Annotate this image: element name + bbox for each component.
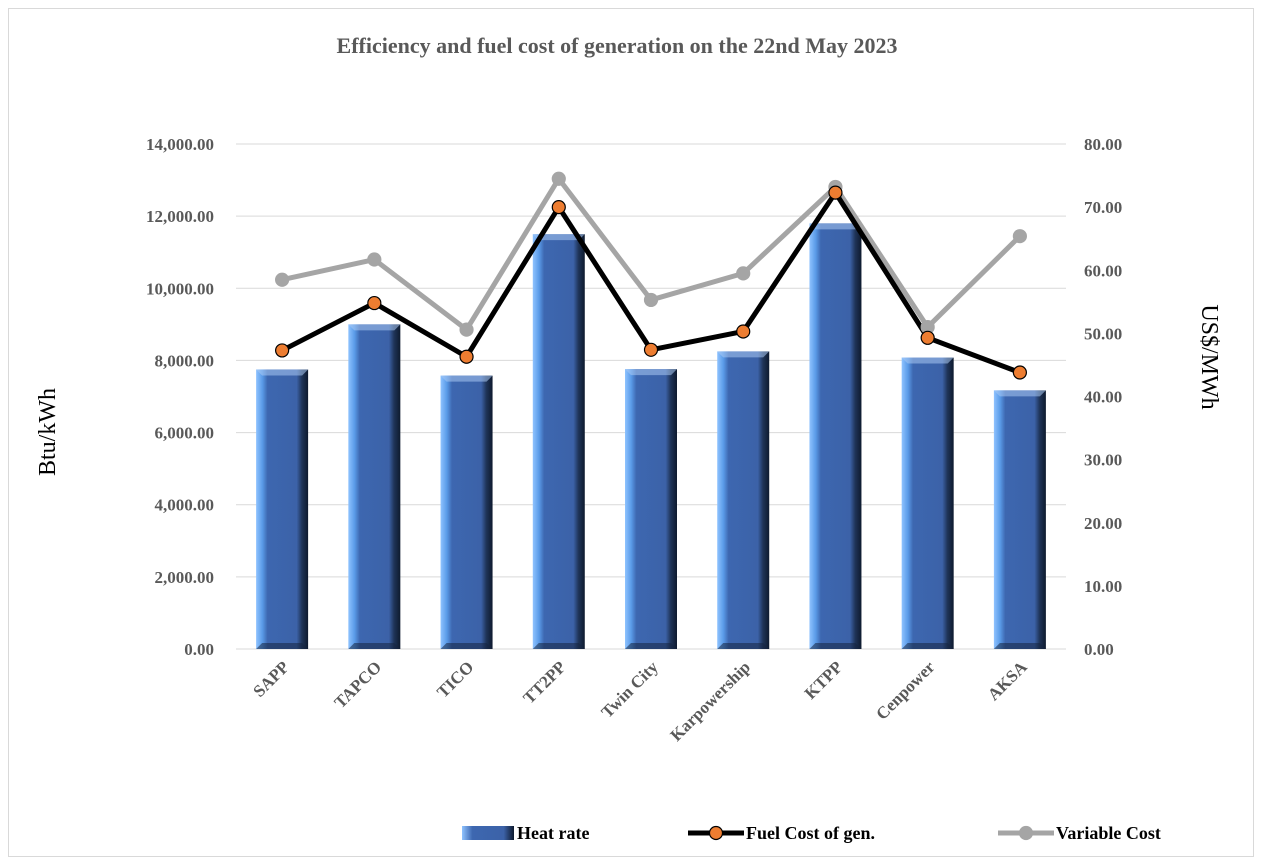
y-tick-label: 14,000.00 (146, 135, 214, 154)
data-point (275, 343, 290, 358)
legend-label: Heat rate (517, 823, 589, 843)
data-point (736, 266, 751, 281)
bar (532, 234, 585, 649)
bar (440, 375, 493, 649)
bar (348, 324, 401, 649)
x-tick-label: TAPCO (331, 657, 386, 712)
legend-marker (708, 825, 724, 841)
y2-tick-label: 60.00 (1084, 261, 1122, 280)
bar (809, 223, 862, 649)
y2-tick-label: 10.00 (1084, 577, 1122, 596)
chart-title: Efficiency and fuel cost of generation o… (337, 33, 898, 58)
data-point (920, 330, 935, 345)
y-tick-label: 12,000.00 (146, 207, 214, 226)
y2-axis-title: US$/MWh (1196, 304, 1222, 409)
x-tick-label: Cenpower (872, 657, 939, 724)
y-tick-label: 6,000.00 (155, 424, 215, 443)
data-point (275, 272, 290, 287)
data-point (367, 295, 382, 311)
bar (717, 351, 770, 649)
x-tick-label: AKSA (984, 657, 1031, 704)
y-tick-label: 4,000.00 (155, 496, 215, 515)
y2-tick-label: 20.00 (1084, 514, 1122, 533)
data-point (551, 200, 566, 215)
bar (625, 369, 677, 649)
data-point (828, 185, 843, 200)
data-point (643, 292, 659, 308)
y-tick-label: 8,000.00 (155, 351, 215, 370)
y-tick-label: 10,000.00 (146, 279, 214, 298)
legend-label: Variable Cost (1056, 823, 1161, 843)
x-tick-label: TICO (433, 657, 477, 701)
data-point (736, 324, 751, 339)
bar (993, 390, 1046, 649)
legend-item: Heat rate (462, 823, 589, 843)
x-tick-label: KTPP (801, 657, 846, 702)
bar (901, 357, 954, 649)
x-tick-label: SAPP (249, 657, 292, 700)
legend-swatch (462, 826, 514, 840)
data-point (1012, 229, 1027, 244)
data-point (1012, 365, 1027, 380)
x-tick-label: Twin City (598, 657, 663, 722)
legend-item: Variable Cost (998, 823, 1161, 843)
legend-item: Fuel Cost of gen. (688, 823, 875, 843)
y2-tick-label: 70.00 (1084, 198, 1122, 217)
y2-tick-label: 0.00 (1084, 640, 1114, 659)
data-point (367, 252, 382, 267)
data-point (459, 322, 474, 337)
data-point (643, 342, 659, 357)
y-axis-title: Btu/kWh (35, 388, 61, 476)
y2-tick-label: 30.00 (1084, 451, 1122, 470)
x-tick-label: TT2PP (519, 657, 569, 707)
data-point (459, 349, 474, 364)
x-tick-label: Karpowership (666, 657, 754, 745)
y2-tick-label: 80.00 (1084, 135, 1122, 154)
y-tick-label: 0.00 (184, 640, 214, 659)
bar (256, 369, 309, 649)
y-tick-label: 2,000.00 (155, 568, 215, 587)
legend-marker (1018, 825, 1034, 841)
data-point (551, 171, 566, 186)
y2-tick-label: 40.00 (1084, 388, 1122, 407)
y2-tick-label: 50.00 (1084, 324, 1122, 343)
legend-label: Fuel Cost of gen. (746, 823, 875, 843)
